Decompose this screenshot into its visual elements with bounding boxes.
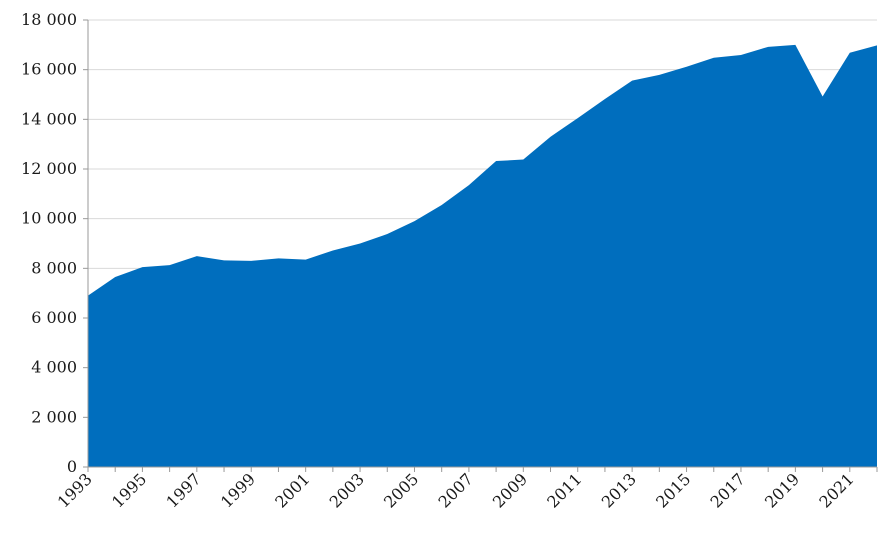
y-tick-label: 18 000: [21, 10, 77, 29]
x-tick-label: 2011: [543, 469, 585, 511]
x-tick-label: 2009: [489, 469, 531, 511]
x-tick-label: 2021: [815, 469, 857, 511]
x-tick-label: 2015: [652, 469, 694, 511]
plot-area: [88, 44, 877, 467]
x-tick-label: 1995: [108, 469, 150, 511]
y-tick-label: 14 000: [21, 109, 77, 128]
y-tick-label: 10 000: [21, 209, 77, 228]
y-tick-label: 0: [67, 457, 77, 476]
x-tick-label: 2005: [380, 469, 422, 511]
y-tick-label: 16 000: [21, 60, 77, 79]
y-tick-label: 4 000: [31, 358, 77, 377]
x-tick-label: 1997: [162, 469, 204, 511]
x-tick-label: 2013: [598, 469, 640, 511]
area-series-value: [88, 44, 877, 467]
x-tick-label: 2019: [761, 469, 803, 511]
x-tick-label: 2017: [707, 469, 749, 511]
y-tick-labels: 0 2 000 4 000 6 000 8 000 10 000 12 000 14 000 1…: [21, 10, 77, 476]
axes: [83, 19, 878, 472]
y-tick-label: 2 000: [31, 407, 77, 426]
x-tick-label: 1999: [217, 469, 259, 511]
x-tick-labels: 1993 1995 1997 1999 2001 2003 2005 2007 2009 2011…: [54, 469, 858, 511]
x-tick-label: 2003: [326, 469, 368, 511]
y-tick-label: 12 000: [21, 159, 77, 178]
y-tick-label: 6 000: [31, 308, 77, 327]
x-tick-label: 1993: [54, 469, 96, 511]
y-tick-label: 8 000: [31, 258, 77, 277]
x-tick-label: 2007: [434, 469, 476, 511]
x-tick-label: 2001: [271, 469, 313, 511]
